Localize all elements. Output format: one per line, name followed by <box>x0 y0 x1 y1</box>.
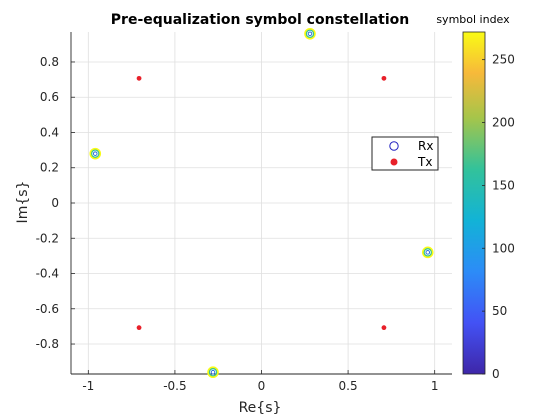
x-axis-label: Re{s} <box>239 400 282 416</box>
y-tick-label: 0.2 <box>40 161 59 175</box>
colorbar-tick-label: 0 <box>492 367 500 381</box>
rx-point-inner <box>210 369 216 375</box>
y-tick-label: 0.6 <box>40 90 59 104</box>
colorbar: symbol index 0 50 100 150 200 250 <box>436 13 515 381</box>
rx-point <box>208 368 218 377</box>
legend-tx-marker <box>390 158 398 166</box>
x-tick-label: 0 <box>258 379 266 393</box>
x-tick-label: 1 <box>431 379 439 393</box>
x-tick-label: -1 <box>82 379 94 393</box>
rx-point-inner <box>425 250 431 255</box>
legend-rx-marker <box>389 141 399 151</box>
y-tick-label: 0 <box>51 196 59 210</box>
tx-point <box>381 325 387 331</box>
x-tick-label: -0.5 <box>163 379 186 393</box>
colorbar-label: symbol index <box>436 13 510 26</box>
rx-point-outer <box>421 246 434 259</box>
colorbar-tick-label: 150 <box>492 178 515 192</box>
chart-title: Pre-equalization symbol constellation <box>111 12 409 28</box>
legend-tx-label: Tx <box>417 155 432 169</box>
y-tick-label: -0.4 <box>36 267 59 281</box>
y-axis-label: Im{s} <box>15 181 31 224</box>
colorbar-gradient <box>462 31 486 375</box>
tx-point <box>136 75 142 81</box>
rx-point-inner <box>92 151 98 156</box>
colorbar-tick-label: 200 <box>492 116 515 130</box>
y-tick-label: -0.2 <box>36 231 59 245</box>
tx-point <box>381 75 387 81</box>
rx-point <box>423 248 432 257</box>
rx-point-outer <box>304 27 316 40</box>
tx-point <box>136 325 142 331</box>
axes: -1 -0.5 0 0.5 1 -0.8 -0.6 -0.4 -0.2 0 0.2 0.4 0.6 0.8 <box>36 32 452 393</box>
colorbar-tick-label: 50 <box>492 304 507 318</box>
legend-box <box>371 136 439 171</box>
colorbar-tick-label: 100 <box>492 241 515 255</box>
rx-point-outer <box>207 366 219 379</box>
rx-point-outer <box>89 147 102 160</box>
colorbar-tick-label: 250 <box>492 53 515 67</box>
y-tick-label: -0.6 <box>36 302 59 316</box>
y-tick-label: 0.4 <box>40 125 59 139</box>
x-tick-label: 0.5 <box>339 379 358 393</box>
legend-rx-label: Rx <box>418 139 433 153</box>
legend: Rx Tx <box>371 136 439 171</box>
rx-point-inner <box>307 31 313 37</box>
rx-point <box>91 149 100 158</box>
y-tick-label: 0.8 <box>40 55 59 69</box>
y-tick-label: -0.8 <box>36 337 59 351</box>
rx-point <box>305 29 315 38</box>
data-marks <box>89 27 434 379</box>
